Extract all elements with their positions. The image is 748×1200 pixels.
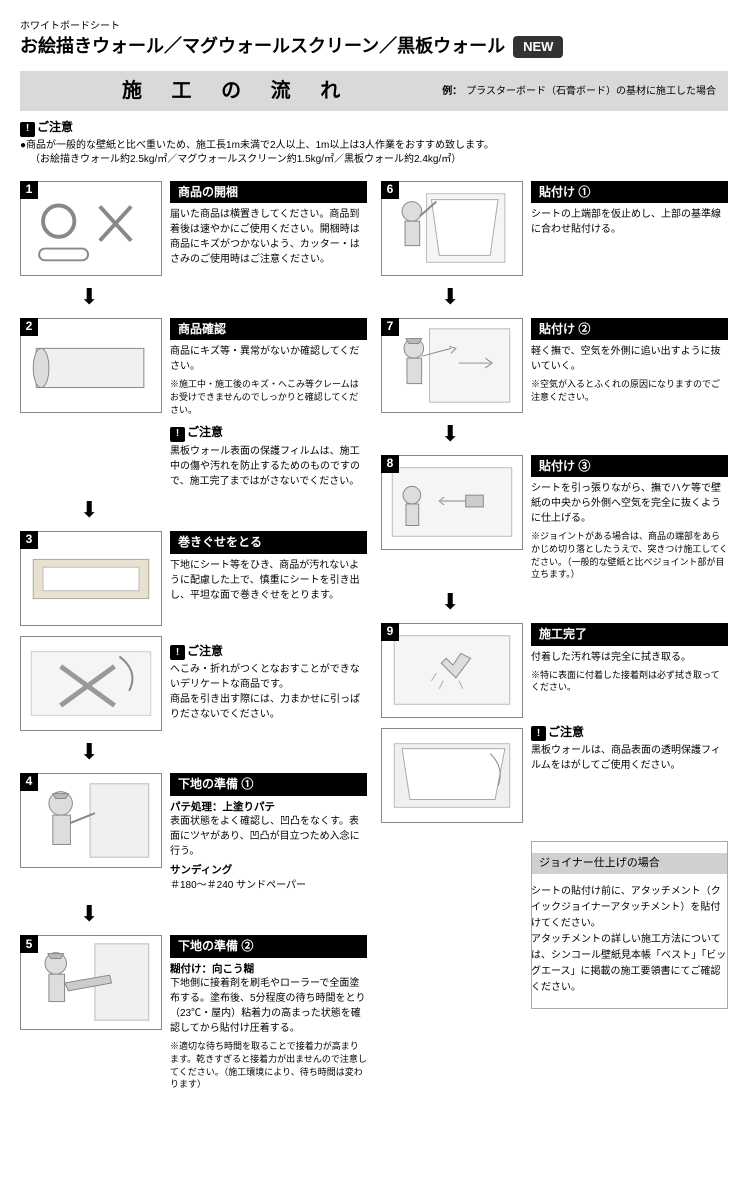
arrow-icon: ⬇: [381, 286, 728, 308]
intro-caution-label: !ご注意: [20, 119, 728, 137]
step-5-head: 下地の準備 ②: [170, 935, 367, 958]
step-9-note: 特に表面に付着した接着剤は必ず拭き取ってください。: [531, 669, 728, 694]
new-badge: NEW: [513, 36, 563, 58]
joiner-box: シートの貼付け前に、アタッチメント（クイックジョイナーアタッチメント）を貼付けて…: [531, 884, 728, 996]
step-3-caution-label: ご注意: [187, 644, 223, 658]
step-8-head: 貼付け ③: [531, 455, 728, 478]
step-9: 9 施工完了 付着した汚れ等は完全に拭き取る。 特に表面に付着した接着剤は必ず拭…: [381, 623, 728, 823]
step-9-illustration-b: [381, 728, 523, 823]
right-column: 6 貼付け ① シートの上端部を仮止めし、上部の基準線に合わせ貼付ける。 ⬇ 7…: [381, 181, 728, 1091]
step-6: 6 貼付け ① シートの上端部を仮止めし、上部の基準線に合わせ貼付ける。: [381, 181, 728, 276]
header-title-row: お絵描きウォール／マグウォールスクリーン／黒板ウォール NEW: [20, 34, 728, 59]
step-9-caution-label: ご注意: [548, 725, 584, 739]
arrow-icon: ⬇: [381, 423, 728, 445]
step-2-caution-body: 黒板ウォール表面の保護フィルムは、施工中の傷や汚れを防止するためのものですので、…: [170, 444, 367, 489]
step-5-illustration: [20, 935, 162, 1030]
step-5: 5 下地の準備 ② 糊付け：向こう糊 下地側に接着剤を刷毛やローラーで全面塗布す…: [20, 935, 367, 1091]
step-5-note: 適切な待ち時間を取ることで接着力が高まります。乾きすぎると接着力が出ませんので注…: [170, 1040, 367, 1090]
step-2-num: 2: [20, 318, 38, 336]
step-9-caution-body: 黒板ウォールは、商品表面の透明保護フィルムをはがしてご使用ください。: [531, 743, 728, 773]
step-2-note: 施工中・施工後のキズ・へこみ等クレームはお受けできませんのでしっかりと確認してく…: [170, 378, 367, 416]
arrow-icon: ⬇: [20, 903, 367, 925]
step-7-body: 軽く撫で、空気を外側に追い出すように抜いていく。: [531, 344, 728, 374]
step-2-illustration: [20, 318, 162, 413]
header-category: ホワイトボードシート: [20, 20, 728, 34]
step-4-illustration: [20, 773, 162, 868]
warning-icon: !: [531, 726, 546, 741]
warning-icon: !: [170, 645, 185, 660]
flow-example-text: プラスターボード（石膏ボード）の基材に施工した場合: [466, 86, 716, 97]
step-4-body2: ＃180〜＃240 サンドペーパー: [170, 878, 367, 893]
step-8-note: ジョイントがある場合は、商品の端部をあらかじめ切り落としたうえで、突きつけ施工し…: [531, 530, 728, 580]
step-1-head: 商品の開梱: [170, 181, 367, 204]
warning-icon: !: [170, 427, 185, 442]
step-3-head: 巻きぐせをとる: [170, 531, 367, 554]
flow-bar: 施 工 の 流 れ 例： プラスターボード（石膏ボード）の基材に施工した場合: [20, 71, 728, 111]
step-3-caution-body: へこみ・折れがつくとなおすことができないデリケートな商品です。 商品を引き出す際…: [170, 662, 367, 722]
step-7: 7 貼付け ② 軽く撫で、空気を外側に追い出すように抜いていく。 空気が入るとふ…: [381, 318, 728, 413]
step-1-illustration: [20, 181, 162, 276]
step-9-num: 9: [381, 623, 399, 641]
step-7-head: 貼付け ②: [531, 318, 728, 341]
left-column: 1 商品の開梱 届いた商品は横置きしてください。商品到着後は速やかにご使用くださ…: [20, 181, 367, 1091]
step-8-illustration: [381, 455, 523, 550]
step-1-num: 1: [20, 181, 38, 199]
step-8: 8 貼付け ③ シートを引っ張りながら、撫でハケ等で壁紙の中央から外側へ空気を完…: [381, 455, 728, 581]
step-9-caution: !ご注意 黒板ウォールは、商品表面の透明保護フィルムをはがしてご使用ください。: [531, 724, 728, 774]
intro-caution-label-text: ご注意: [37, 120, 73, 134]
columns: 1 商品の開梱 届いた商品は横置きしてください。商品到着後は速やかにご使用くださ…: [20, 181, 728, 1091]
step-3: 3 巻きぐせをとる 下地にシート等をひき、商品が汚れないように配慮した上で、慎重…: [20, 531, 367, 731]
step-3-illustration-a: [20, 531, 162, 626]
step-6-body: シートの上端部を仮止めし、上部の基準線に合わせ貼付ける。: [531, 207, 728, 237]
step-7-num: 7: [381, 318, 399, 336]
step-8-body: シートを引っ張りながら、撫でハケ等で壁紙の中央から外側へ空気を完全に抜くように仕…: [531, 481, 728, 526]
joiner-section: ジョイナー仕上げの場合 シートの貼付け前に、アタッチメント（クイックジョイナーア…: [531, 853, 728, 996]
step-5-body1: 下地側に接着剤を刷毛やローラーで全面塗布する。塗布後、5分程度の待ち時間をとり（…: [170, 976, 367, 1036]
intro-caution: !ご注意 商品が一般的な壁紙と比べ重いため、施工長1m未満で2人以上、1m以上は…: [20, 119, 728, 167]
intro-caution-line2: （お絵描きウォール約2.5kg/㎡／マグウォールスクリーン約1.5kg/㎡／黒板…: [20, 153, 728, 167]
step-3-body: 下地にシート等をひき、商品が汚れないように配慮した上で、慎重にシートを引き出し、…: [170, 558, 367, 603]
step-4-sub2: サンディング: [170, 863, 367, 878]
step-5-sub1: 糊付け：向こう糊: [170, 962, 367, 977]
step-4-num: 4: [20, 773, 38, 791]
joiner-title: ジョイナー仕上げの場合: [531, 853, 728, 874]
flow-example-label: 例：: [442, 86, 462, 97]
step-7-note: 空気が入るとふくれの原因になりますのでご注意ください。: [531, 378, 728, 403]
step-2-caution: !ご注意 黒板ウォール表面の保護フィルムは、施工中の傷や汚れを防止するためのもの…: [170, 424, 367, 489]
flow-example: 例： プラスターボード（石膏ボード）の基材に施工した場合: [442, 85, 716, 98]
step-1: 1 商品の開梱 届いた商品は横置きしてください。商品到着後は速やかにご使用くださ…: [20, 181, 367, 276]
step-8-num: 8: [381, 455, 399, 473]
step-5-num: 5: [20, 935, 38, 953]
step-4-head: 下地の準備 ①: [170, 773, 367, 796]
flow-title: 施 工 の 流 れ: [32, 77, 442, 105]
step-6-illustration: [381, 181, 523, 276]
step-2-caution-label: ご注意: [187, 425, 223, 439]
arrow-icon: ⬇: [20, 286, 367, 308]
arrow-icon: ⬇: [20, 741, 367, 763]
step-3-caution: !ご注意 へこみ・折れがつくとなおすことができないデリケートな商品です。 商品を…: [170, 643, 367, 723]
step-2-head: 商品確認: [170, 318, 367, 341]
step-6-head: 貼付け ①: [531, 181, 728, 204]
step-7-illustration: [381, 318, 523, 413]
arrow-icon: ⬇: [20, 499, 367, 521]
step-4-body1: 表面状態をよく確認し、凹凸をなくす。表面にツヤがあり、凹凸が目立つため入念に行う…: [170, 814, 367, 859]
step-2: 2 商品確認 商品にキズ等・異常がないか確認してください。 施工中・施工後のキズ…: [20, 318, 367, 489]
step-4-sub1: パテ処理：上塗りパテ: [170, 800, 367, 815]
step-6-num: 6: [381, 181, 399, 199]
arrow-icon: ⬇: [381, 591, 728, 613]
intro-caution-line1: 商品が一般的な壁紙と比べ重いため、施工長1m未満で2人以上、1m以上は3人作業を…: [20, 139, 728, 153]
header-title: お絵描きウォール／マグウォールスクリーン／黒板ウォール: [20, 34, 505, 59]
step-1-body: 届いた商品は横置きしてください。商品到着後は速やかにご使用ください。開梱時は商品…: [170, 207, 367, 267]
step-3-illustration-b: [20, 636, 162, 731]
step-9-head: 施工完了: [531, 623, 728, 646]
step-9-illustration-a: [381, 623, 523, 718]
step-9-body: 付着した汚れ等は完全に拭き取る。: [531, 650, 728, 665]
warning-icon: !: [20, 122, 35, 137]
step-2-body: 商品にキズ等・異常がないか確認してください。: [170, 344, 367, 374]
step-4: 4 下地の準備 ① パテ処理：上塗りパテ 表面状態をよく確認し、凹凸をなくす。表…: [20, 773, 367, 893]
step-3-num: 3: [20, 531, 38, 549]
